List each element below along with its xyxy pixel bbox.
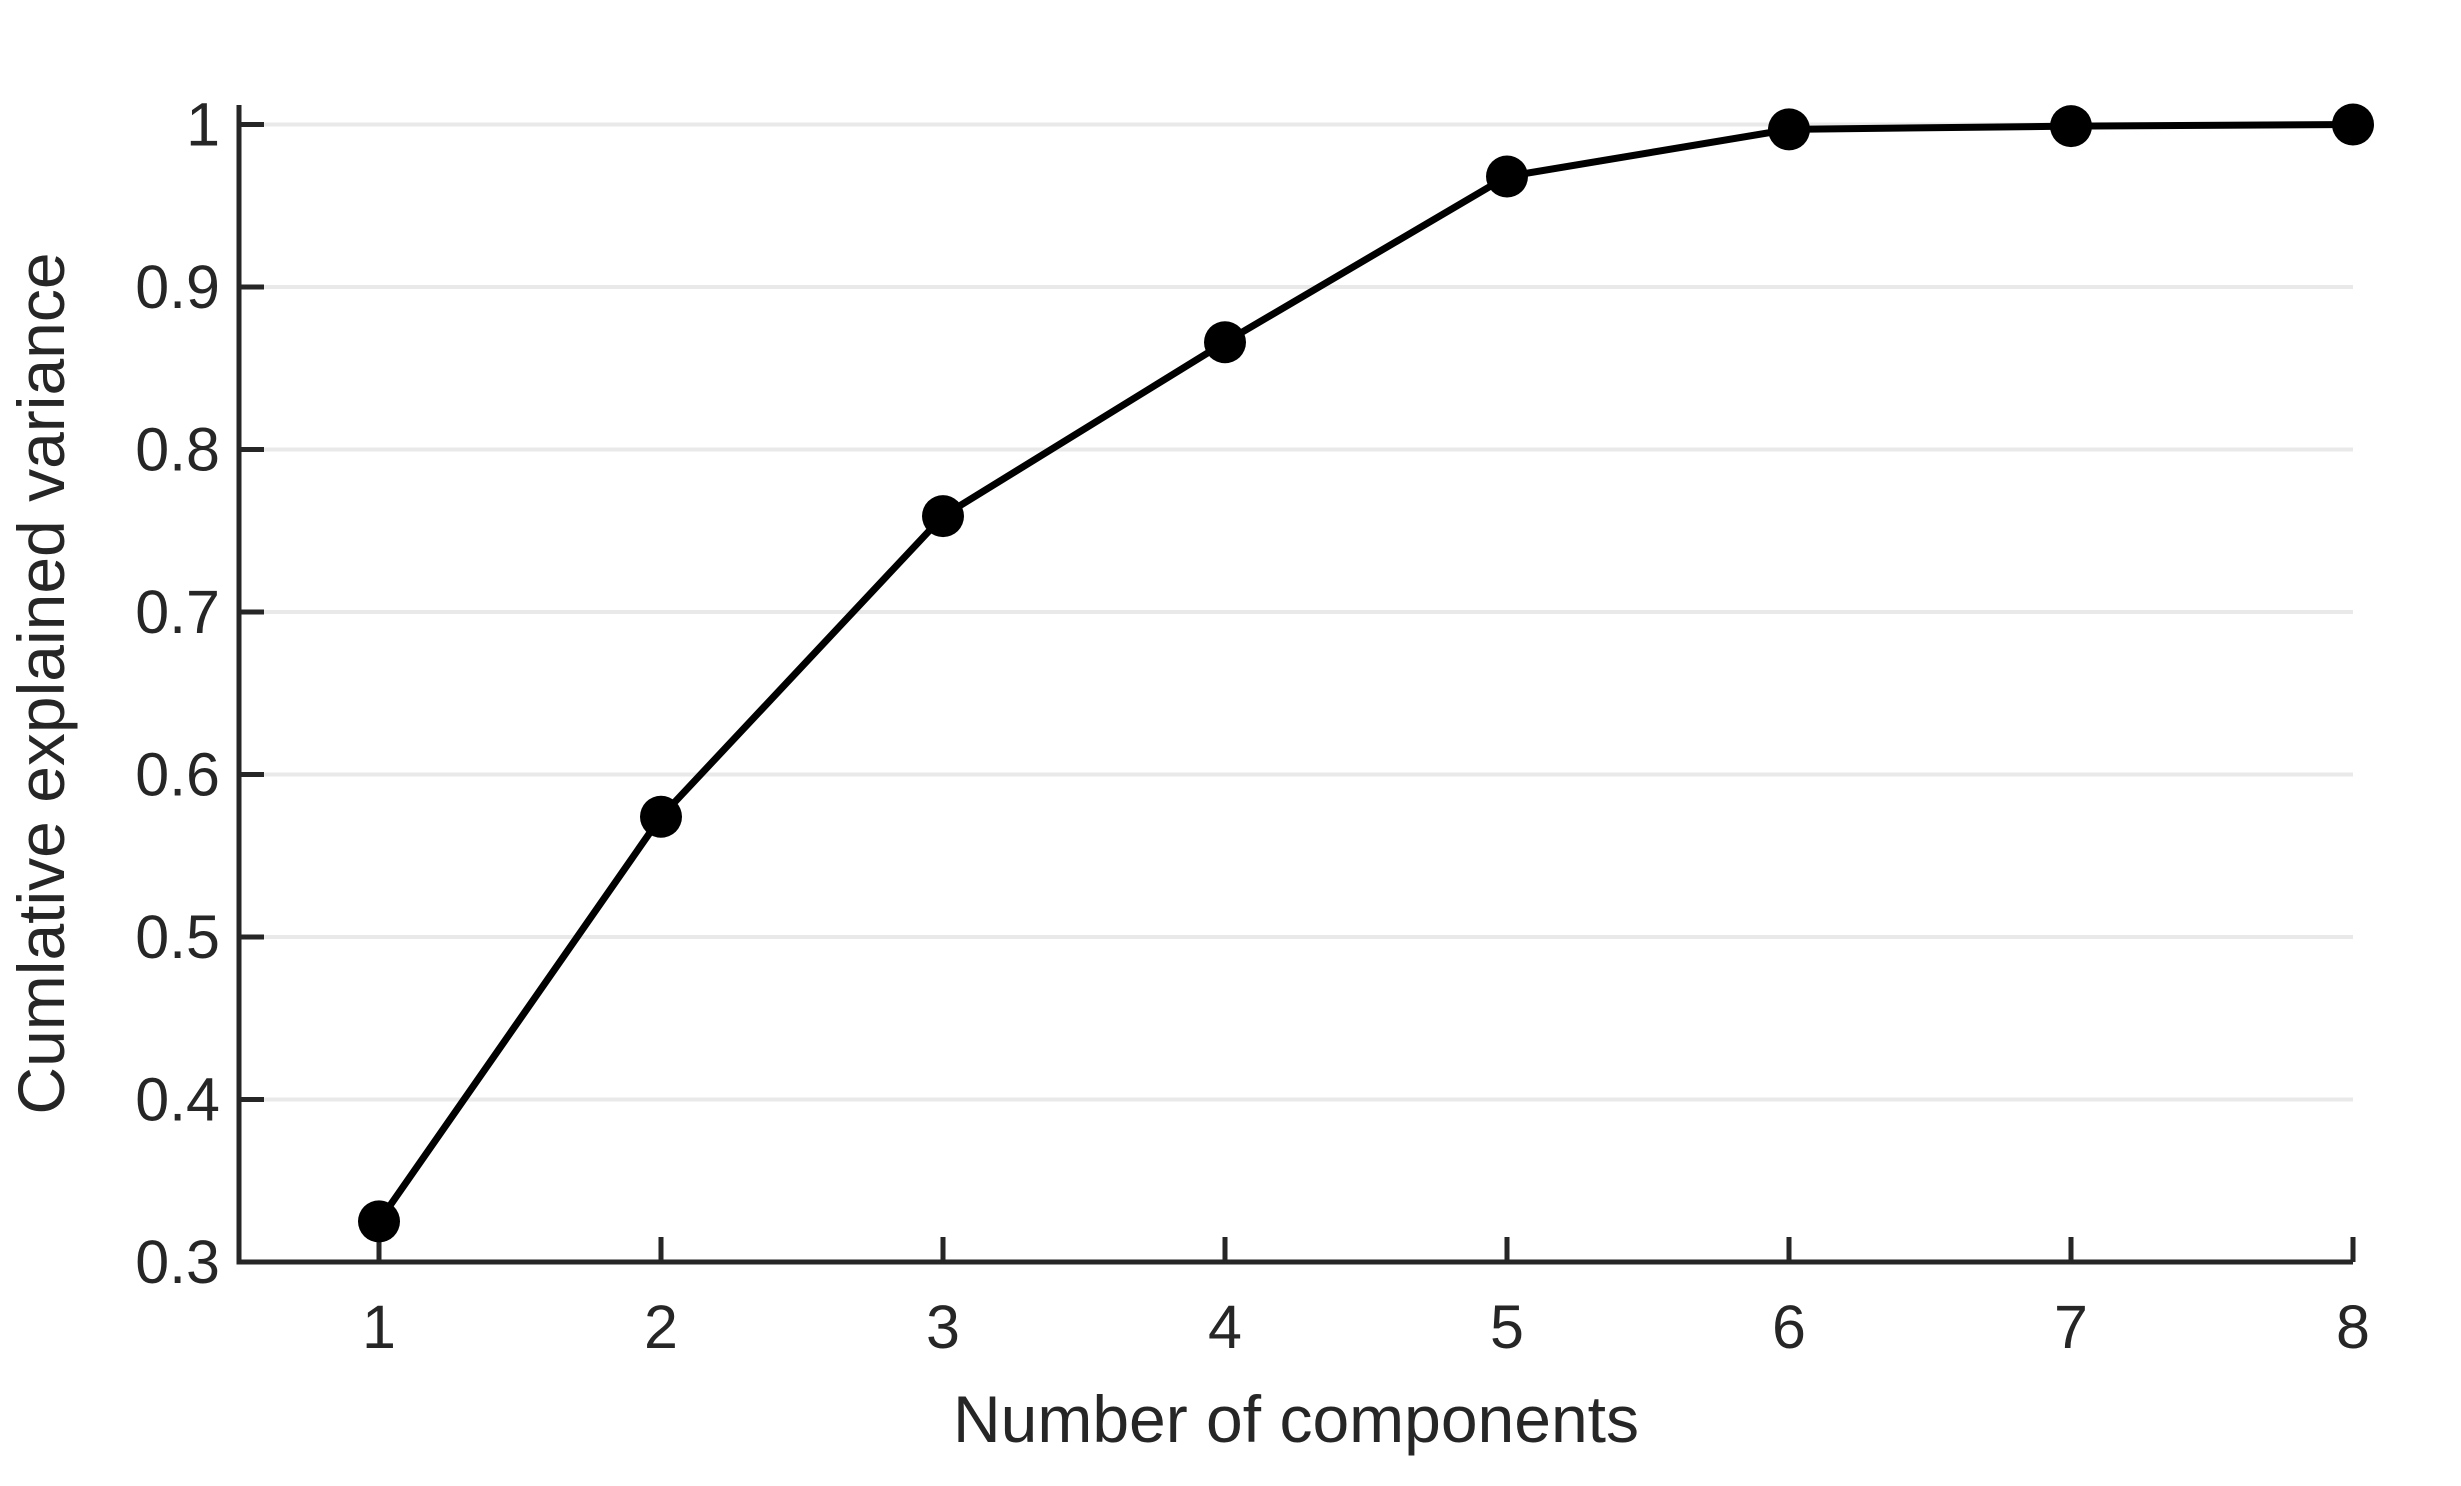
ticks bbox=[239, 122, 2356, 1265]
series-line bbox=[375, 121, 2357, 1225]
x-tick-label: 8 bbox=[2336, 1293, 2370, 1361]
y-tick-label: 0.9 bbox=[135, 253, 220, 321]
data-point bbox=[1204, 321, 1246, 364]
data-series bbox=[358, 103, 2374, 1243]
x-tick-label: 5 bbox=[1490, 1293, 1524, 1361]
tick-labels: 0.3 0.4 0.5 0.6 0.7 0.8 0.9 1 1 2 3 4 5 6 7 8 bbox=[135, 91, 2370, 1362]
y-tick-label: 0.6 bbox=[135, 741, 220, 809]
gridlines bbox=[239, 122, 2353, 1102]
x-tick-label: 4 bbox=[1208, 1293, 1242, 1361]
x-axis-label: Number of components bbox=[953, 1382, 1639, 1456]
data-point bbox=[640, 795, 682, 838]
data-point bbox=[922, 495, 964, 538]
x-tick-label: 7 bbox=[2054, 1293, 2088, 1361]
y-tick-label: 0.5 bbox=[135, 903, 220, 971]
x-tick-label: 1 bbox=[362, 1293, 396, 1361]
y-tick-label: 0.7 bbox=[135, 578, 220, 646]
data-point bbox=[2050, 105, 2092, 148]
data-point bbox=[358, 1200, 400, 1243]
y-axis-label: Cumlative explained variance bbox=[4, 252, 78, 1114]
x-tick-label: 6 bbox=[1772, 1293, 1806, 1361]
y-tick-label: 0.8 bbox=[135, 416, 220, 484]
x-tick-label: 2 bbox=[644, 1293, 678, 1361]
y-tick-label: 1 bbox=[186, 91, 220, 159]
data-point bbox=[1486, 155, 1528, 198]
x-tick-label: 3 bbox=[926, 1293, 960, 1361]
y-tick-label: 0.3 bbox=[135, 1228, 220, 1296]
y-tick-label: 0.4 bbox=[135, 1066, 220, 1134]
data-point bbox=[2332, 103, 2374, 146]
axes bbox=[236, 105, 2353, 1265]
data-point bbox=[1768, 108, 1810, 151]
